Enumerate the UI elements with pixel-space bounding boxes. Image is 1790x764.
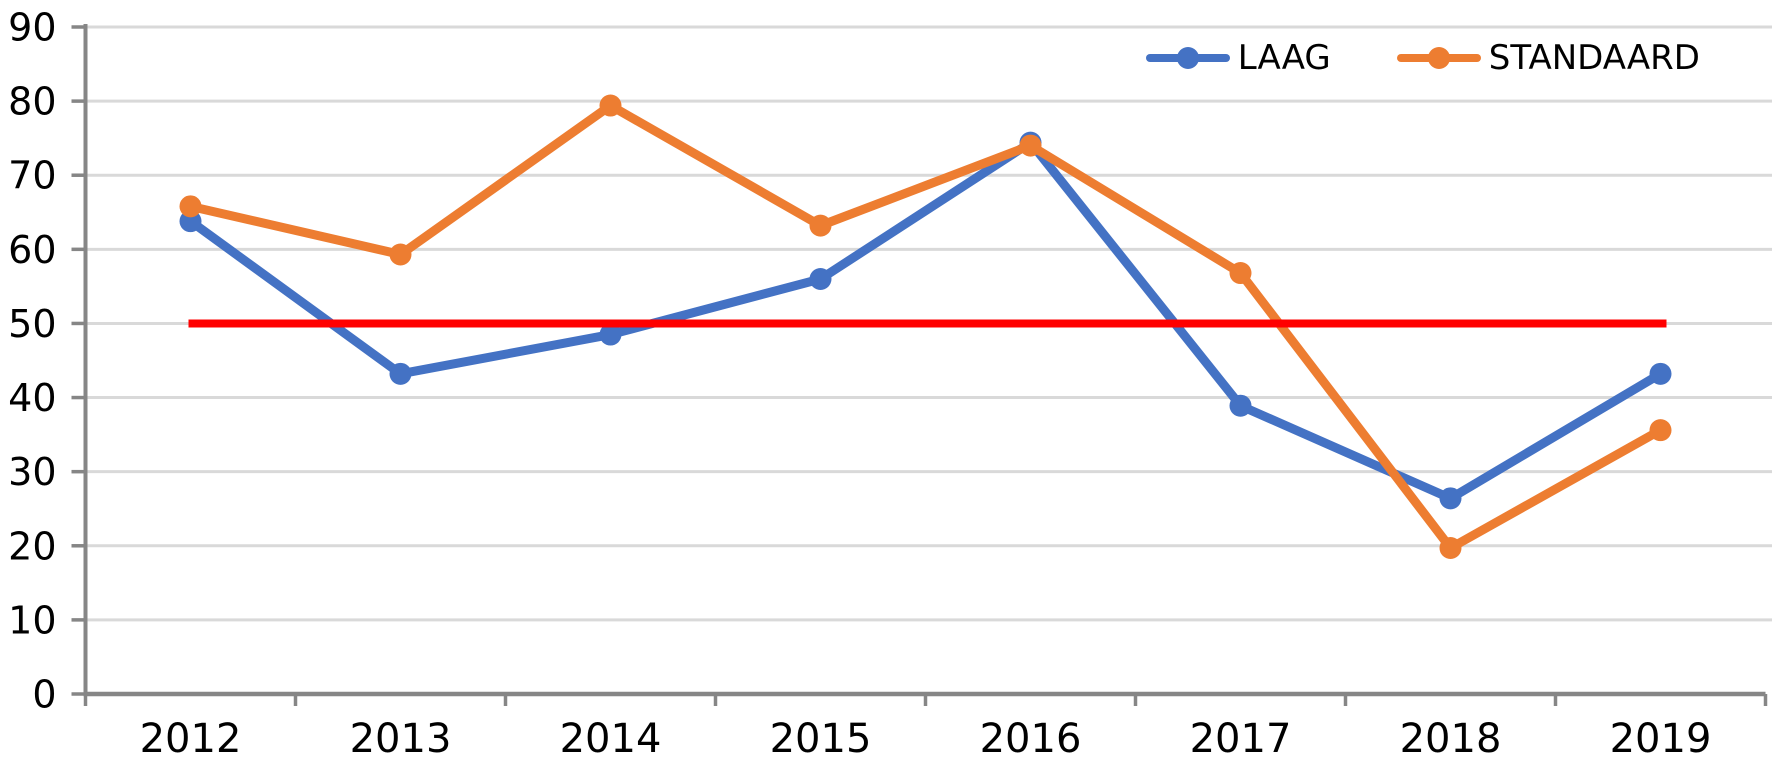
y-axis-label: 50 — [8, 302, 56, 346]
line-marker-icon — [1396, 47, 1481, 69]
data-point-standaard-2015 — [809, 214, 832, 237]
line-marker-icon — [1145, 47, 1230, 69]
series-line-laag — [186, 138, 1665, 503]
data-point-laag-2017 — [1229, 394, 1252, 417]
x-axis-label: 2015 — [770, 716, 872, 762]
x-axis-label: 2013 — [350, 716, 452, 762]
circle-marker-icon — [1427, 47, 1450, 69]
y-axis-label: 10 — [8, 598, 56, 642]
data-point-standaard-2019 — [1649, 419, 1672, 442]
data-point-laag-2014 — [599, 323, 622, 346]
data-point-standaard-2017 — [1229, 262, 1252, 285]
y-axis-label: 30 — [8, 450, 56, 494]
data-point-laag-2013 — [389, 362, 412, 385]
data-point-standaard-2016 — [1019, 134, 1042, 157]
data-point-standaard-2012 — [179, 195, 202, 218]
y-axis-label: 90 — [8, 6, 56, 50]
legend-item-laag: LAAG — [1145, 38, 1331, 78]
legend: LAAG STANDAARD — [1145, 38, 1700, 78]
y-axis-label: 70 — [8, 154, 56, 198]
data-point-standaard-2013 — [389, 243, 412, 266]
y-axis-label: 0 — [32, 673, 56, 717]
x-axis-label: 2019 — [1610, 716, 1712, 762]
data-point-standaard-2014 — [599, 94, 622, 117]
legend-label-laag: LAAG — [1237, 38, 1331, 78]
y-axis-label: 20 — [8, 524, 56, 568]
data-point-laag-2015 — [809, 267, 832, 290]
x-axis-label: 2012 — [140, 716, 242, 762]
y-axis-label: 60 — [8, 228, 56, 272]
legend-label-standaard: STANDAARD — [1488, 38, 1700, 78]
series-line-standaard — [186, 101, 1665, 553]
x-axis-label: 2017 — [1190, 716, 1292, 762]
x-axis-label: 2014 — [560, 716, 662, 762]
legend-item-standaard: STANDAARD — [1396, 38, 1700, 78]
data-point-laag-2019 — [1649, 362, 1672, 385]
x-axis-label: 2016 — [980, 716, 1082, 762]
y-axis-label: 40 — [8, 376, 56, 420]
x-axis-label: 2018 — [1400, 716, 1502, 762]
data-point-standaard-2018 — [1439, 537, 1462, 560]
circle-marker-icon — [1176, 47, 1199, 69]
data-point-laag-2018 — [1439, 487, 1462, 510]
y-axis-label: 80 — [8, 80, 56, 124]
